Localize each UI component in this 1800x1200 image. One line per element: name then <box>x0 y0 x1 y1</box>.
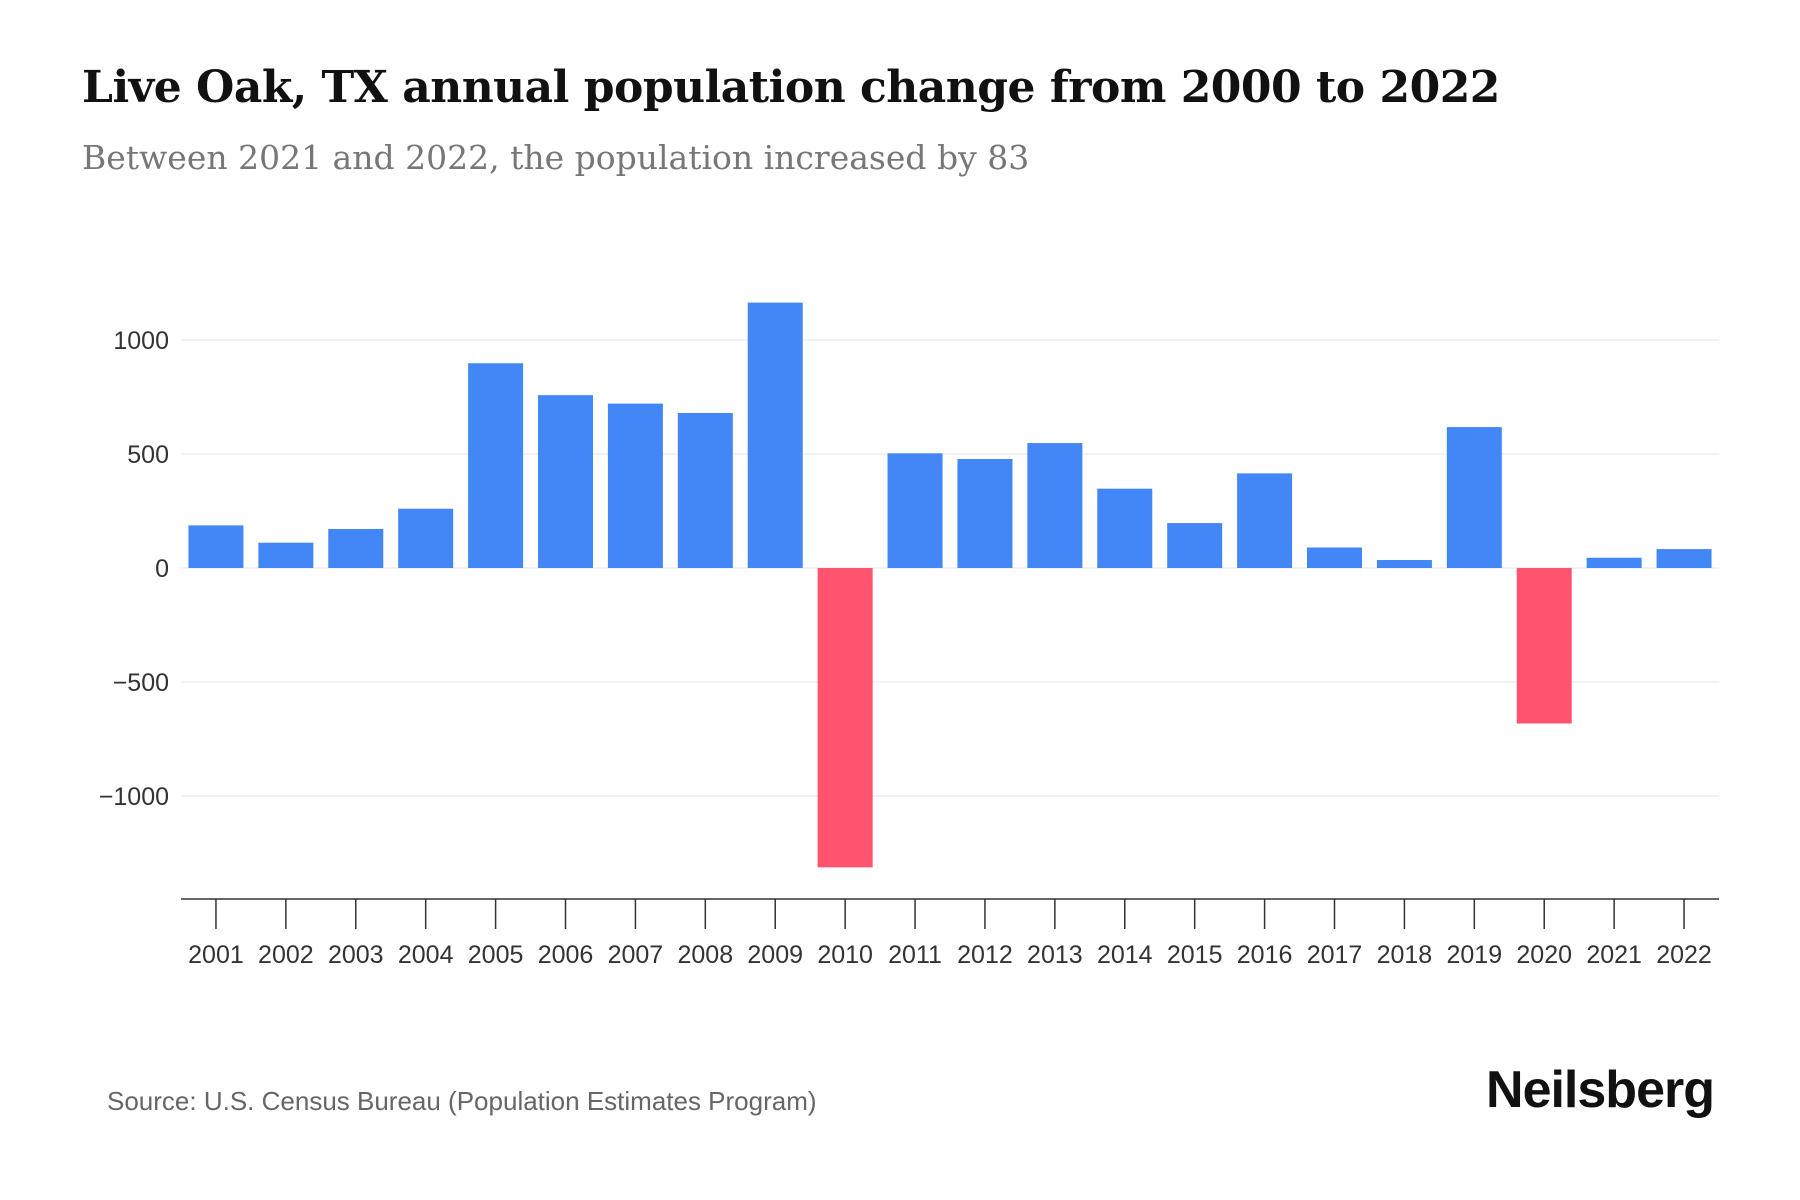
x-tick-label: 2022 <box>1656 941 1712 969</box>
x-tick-label: 2006 <box>538 941 594 969</box>
x-tick-label: 2017 <box>1307 941 1363 969</box>
bar-2006 <box>538 395 593 568</box>
bars <box>188 302 1712 868</box>
y-axis-ticks: −1000 −500 0 500 1000 <box>99 327 169 811</box>
bar-2018 <box>1376 560 1432 568</box>
x-tick-label: 2009 <box>747 941 803 969</box>
bar-2003 <box>328 529 384 568</box>
x-tick-label: 2005 <box>468 941 524 969</box>
chart-title: Live Oak, TX annual population change fr… <box>82 62 1500 113</box>
x-tick-label: 2018 <box>1377 941 1433 969</box>
bar-2010 <box>817 568 873 868</box>
bar-2019 <box>1446 427 1502 568</box>
x-tick-label: 2016 <box>1237 941 1293 969</box>
y-tick-label: 500 <box>127 441 169 469</box>
bar-2008 <box>677 412 733 568</box>
x-tick-label: 2014 <box>1097 941 1153 969</box>
bar-2014 <box>1097 488 1153 568</box>
x-tick-label: 2013 <box>1027 941 1083 969</box>
bar-2017 <box>1307 547 1362 568</box>
x-tick-label: 2011 <box>888 941 942 969</box>
x-tick-label: 2008 <box>678 941 734 969</box>
bar-2020 <box>1516 568 1572 724</box>
y-tick-label: −1000 <box>99 783 169 811</box>
x-axis-ticks: 2001 2002 2003 2004 2005 2006 2007 2008 2009 2010… <box>188 899 1712 969</box>
y-tick-label: 0 <box>155 555 169 583</box>
bar-2011 <box>887 453 943 568</box>
bar-2012 <box>957 459 1013 568</box>
bar-2021 <box>1586 557 1642 568</box>
x-tick-label: 2015 <box>1167 941 1223 969</box>
neilsberg-logo: Neilsberg <box>1486 1061 1715 1119</box>
x-tick-label: 2021 <box>1586 941 1642 969</box>
bar-2007 <box>607 403 663 568</box>
x-tick-label: 2004 <box>398 941 454 969</box>
x-tick-label: 2010 <box>817 941 873 969</box>
x-tick-label: 2003 <box>328 941 384 969</box>
source-note: Source: U.S. Census Bureau (Population E… <box>107 1086 817 1116</box>
x-tick-label: 2002 <box>258 941 314 969</box>
bar-2013 <box>1027 443 1083 568</box>
bar-2005 <box>468 363 524 568</box>
bar-2009 <box>747 302 803 568</box>
y-tick-label: 1000 <box>113 327 169 355</box>
bar-2016 <box>1237 473 1293 568</box>
x-tick-label: 2020 <box>1516 941 1572 969</box>
chart-subtitle: Between 2021 and 2022, the population in… <box>82 138 1030 177</box>
x-tick-label: 2001 <box>188 941 244 969</box>
bar-2004 <box>398 508 454 568</box>
y-tick-label: −500 <box>113 669 169 697</box>
bar-2001 <box>188 525 244 568</box>
bar-2022 <box>1656 549 1712 568</box>
bar-2015 <box>1167 523 1223 568</box>
bar-2002 <box>258 542 314 568</box>
x-tick-label: 2019 <box>1447 941 1503 969</box>
x-tick-label: 2007 <box>608 941 664 969</box>
x-tick-label: 2012 <box>957 941 1013 969</box>
